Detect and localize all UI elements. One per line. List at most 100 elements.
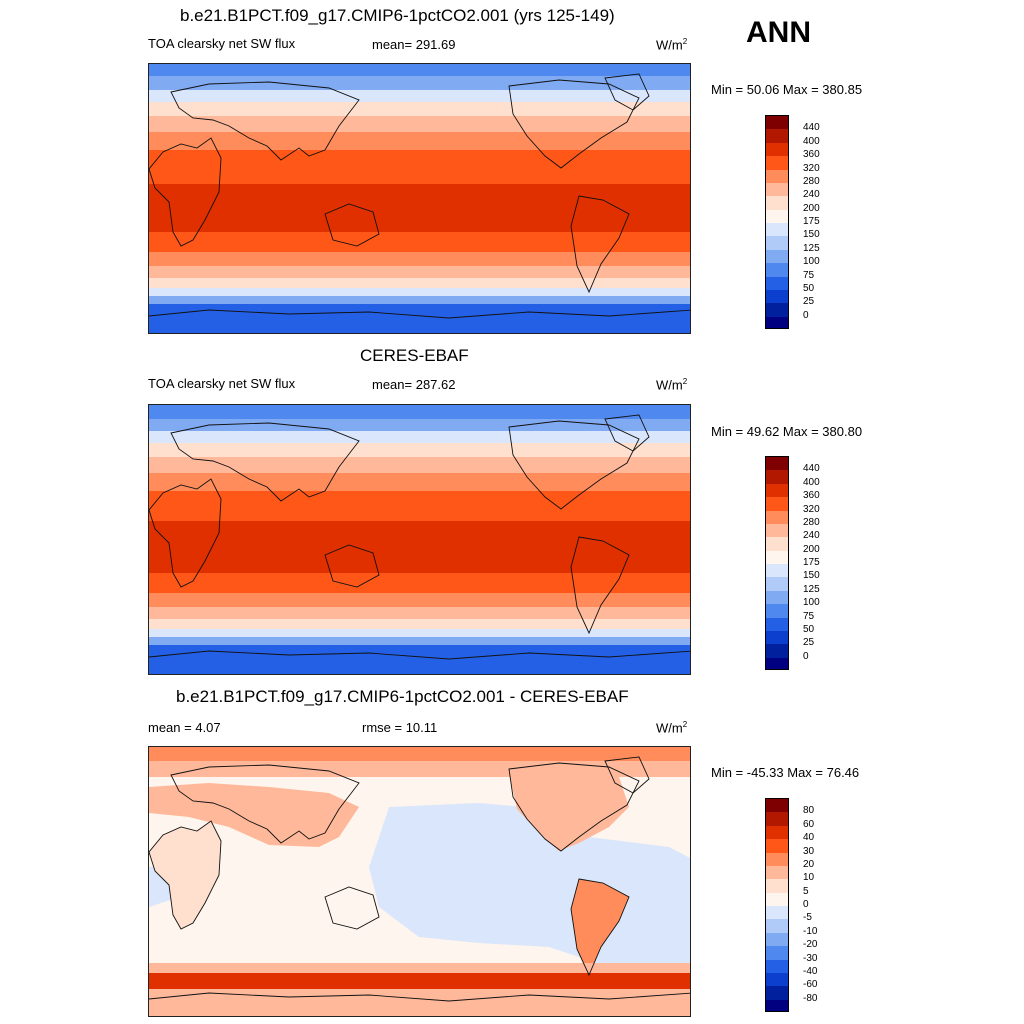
colorbar-box [766, 550, 788, 564]
colorbar-tick-label: 240 [803, 189, 820, 201]
colorbar-box [766, 617, 788, 631]
colorbar-tick-label: -80 [803, 992, 818, 1004]
colorbar-box [766, 986, 788, 1000]
panel3-title: b.e21.B1PCT.f09_g17.CMIP6-1pctCO2.001 - … [176, 687, 629, 706]
colorbar-box [766, 644, 788, 658]
panel1-minmax: Min = 50.06 Max = 380.85 [711, 82, 863, 97]
panel3-rmse-label: rmse = 10.11 [362, 720, 438, 735]
colorbar-tick-label: 360 [803, 149, 820, 161]
colorbar-tick-label: 60 [803, 818, 815, 830]
colorbar-tick-label: 125 [803, 583, 820, 595]
colorbar-box [766, 946, 788, 960]
panel2-left-label: TOA clearsky net SW flux [148, 376, 296, 391]
colorbar-tick-label: 280 [803, 516, 820, 528]
colorbar-tick-label: 440 [803, 463, 820, 475]
colorbar-box [766, 289, 788, 304]
colorbar-box [766, 263, 788, 277]
colorbar-box [766, 839, 788, 853]
colorbar-box [766, 604, 788, 618]
colorbar-box [766, 316, 788, 328]
colorbar-box [766, 657, 788, 669]
colorbar-tick-label: -5 [803, 912, 812, 924]
colorbar-box [766, 483, 788, 498]
colorbar-tick-label: 25 [803, 637, 815, 649]
panel1-title: b.e21.B1PCT.f09_g17.CMIP6-1pctCO2.001 (y… [180, 6, 615, 25]
colorbar-tick-label: 360 [803, 490, 820, 502]
colorbar-tick-label: -60 [803, 979, 818, 991]
colorbar-box [766, 510, 788, 524]
colorbar-tick-label: 100 [803, 597, 820, 609]
colorbar-box [766, 799, 788, 813]
colorbar-box [766, 892, 788, 906]
panel1-colorbar [765, 115, 789, 329]
colorbar-tick-label: -20 [803, 939, 818, 951]
panel1-map [148, 63, 691, 334]
colorbar-box [766, 865, 788, 880]
colorbar-tick-label: 440 [803, 122, 820, 134]
colorbar-tick-label: 50 [803, 623, 815, 635]
colorbar-tick-label: 400 [803, 476, 820, 488]
colorbar-box [766, 959, 788, 973]
colorbar-tick-label: 200 [803, 543, 820, 555]
colorbar-tick-label: 280 [803, 175, 820, 187]
colorbar-tick-label: 150 [803, 570, 820, 582]
panel1-mean-label: mean= 291.69 [372, 37, 456, 52]
colorbar-box [766, 142, 788, 157]
colorbar-tick-label: -30 [803, 952, 818, 964]
panel2-mean-label: mean= 287.62 [372, 377, 456, 392]
colorbar-box [766, 537, 788, 551]
colorbar-tick-label: -40 [803, 965, 818, 977]
colorbar-box [766, 577, 788, 591]
colorbar-box [766, 919, 788, 933]
colorbar-box [766, 129, 788, 143]
season-label: ANN [746, 16, 811, 49]
colorbar-tick-label: 75 [803, 610, 815, 622]
colorbar-tick-label: 150 [803, 229, 820, 241]
panel2-units: W/m2 [656, 377, 688, 393]
colorbar-box [766, 116, 788, 130]
panel3-minmax: Min = -45.33 Max = 76.46 [711, 765, 860, 780]
colorbar-box [766, 906, 788, 920]
panel2-coastlines [149, 414, 690, 660]
colorbar-box [766, 182, 788, 197]
colorbar-box [766, 470, 788, 484]
colorbar-tick-label: 240 [803, 530, 820, 542]
colorbar-tick-label: 20 [803, 858, 815, 870]
colorbar-tick-label: 320 [803, 162, 820, 174]
colorbar-tick-label: -10 [803, 925, 818, 937]
panel2-title: CERES-EBAF [360, 346, 469, 365]
colorbar-tick-label: 100 [803, 256, 820, 268]
colorbar-tick-label: 0 [803, 899, 809, 910]
colorbar-box [766, 932, 788, 947]
colorbar-tick-label: 0 [803, 309, 809, 321]
colorbar-tick-label: 0 [803, 650, 809, 662]
colorbar-box [766, 156, 788, 170]
panel3-mean-label: mean = 4.07 [148, 720, 221, 735]
colorbar-box [766, 303, 788, 317]
panel2-minmax: Min = 49.62 Max = 380.80 [711, 424, 863, 439]
panel3-map [148, 746, 691, 1017]
colorbar-box [766, 564, 788, 578]
panel2-map [148, 404, 691, 675]
colorbar-box [766, 879, 788, 893]
panel2-colorbar [765, 456, 789, 670]
colorbar-tick-label: 400 [803, 135, 820, 147]
colorbar-tick-label: 30 [803, 845, 815, 857]
colorbar-box [766, 825, 788, 840]
panel1-coastlines [149, 73, 690, 319]
colorbar-box [766, 590, 788, 605]
colorbar-box [766, 236, 788, 250]
colorbar-tick-label: 10 [803, 872, 815, 884]
colorbar-box [766, 999, 788, 1011]
colorbar-box [766, 169, 788, 183]
panel3-colorbar [765, 798, 789, 1012]
panel3-units: W/m2 [656, 720, 688, 736]
colorbar-box [766, 812, 788, 826]
panel1-units: W/m2 [656, 37, 688, 53]
colorbar-box [766, 249, 788, 264]
colorbar-tick-label: 80 [803, 805, 815, 817]
panel1-left-label: TOA clearsky net SW flux [148, 36, 296, 51]
colorbar-tick-label: 50 [803, 282, 815, 294]
colorbar-tick-label: 25 [803, 296, 815, 308]
colorbar-box [766, 497, 788, 511]
